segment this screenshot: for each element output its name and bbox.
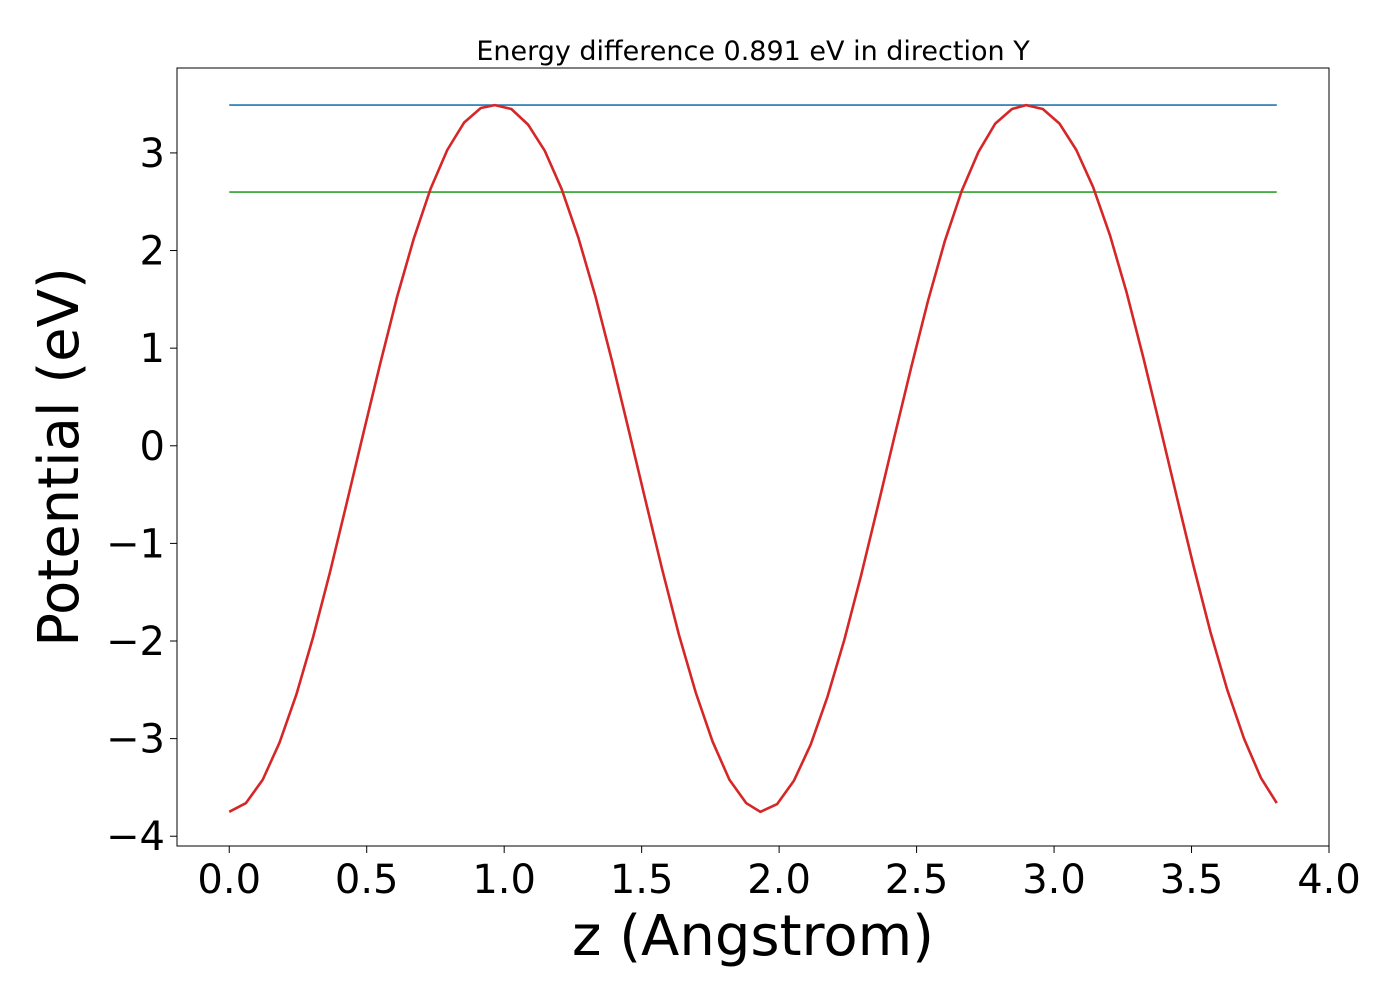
y-axis-ticks: −4 −3 −2 −1 0 1 2 3: [106, 131, 177, 860]
x-tick-label: 3.0: [1022, 857, 1086, 903]
x-tick-label: 3.5: [1160, 857, 1224, 903]
y-tick-label: −1: [106, 521, 165, 567]
y-tick-label: −4: [106, 814, 165, 860]
y-tick-label: 2: [140, 229, 165, 275]
y-tick-label: 3: [140, 131, 165, 177]
y-tick-label: 1: [140, 326, 165, 372]
series-layer: [228, 103, 1278, 814]
red-potential-curve: [228, 103, 1278, 814]
y-tick-label: −2: [106, 619, 165, 665]
x-tick-label: 2.5: [885, 857, 949, 903]
x-tick-label: 4.0: [1297, 857, 1361, 903]
x-tick-label: 1.5: [610, 857, 674, 903]
x-tick-label: 1.0: [472, 857, 536, 903]
x-tick-label: 0.5: [335, 857, 399, 903]
x-tick-label: 0.0: [197, 857, 261, 903]
y-tick-label: 0: [140, 424, 165, 470]
chart-title: Energy difference 0.891 eV in direction …: [476, 36, 1030, 67]
x-axis-ticks: 0.0 0.5 1.0 1.5 2.0 2.5 3.0 3.5 4.0: [197, 846, 1361, 903]
plot-frame: [176, 67, 1330, 847]
y-axis-label: Potential (eV): [27, 267, 92, 647]
x-axis-label: z (Angstrom): [572, 904, 934, 969]
x-tick-label: 2.0: [747, 857, 811, 903]
y-tick-label: −3: [106, 717, 165, 763]
